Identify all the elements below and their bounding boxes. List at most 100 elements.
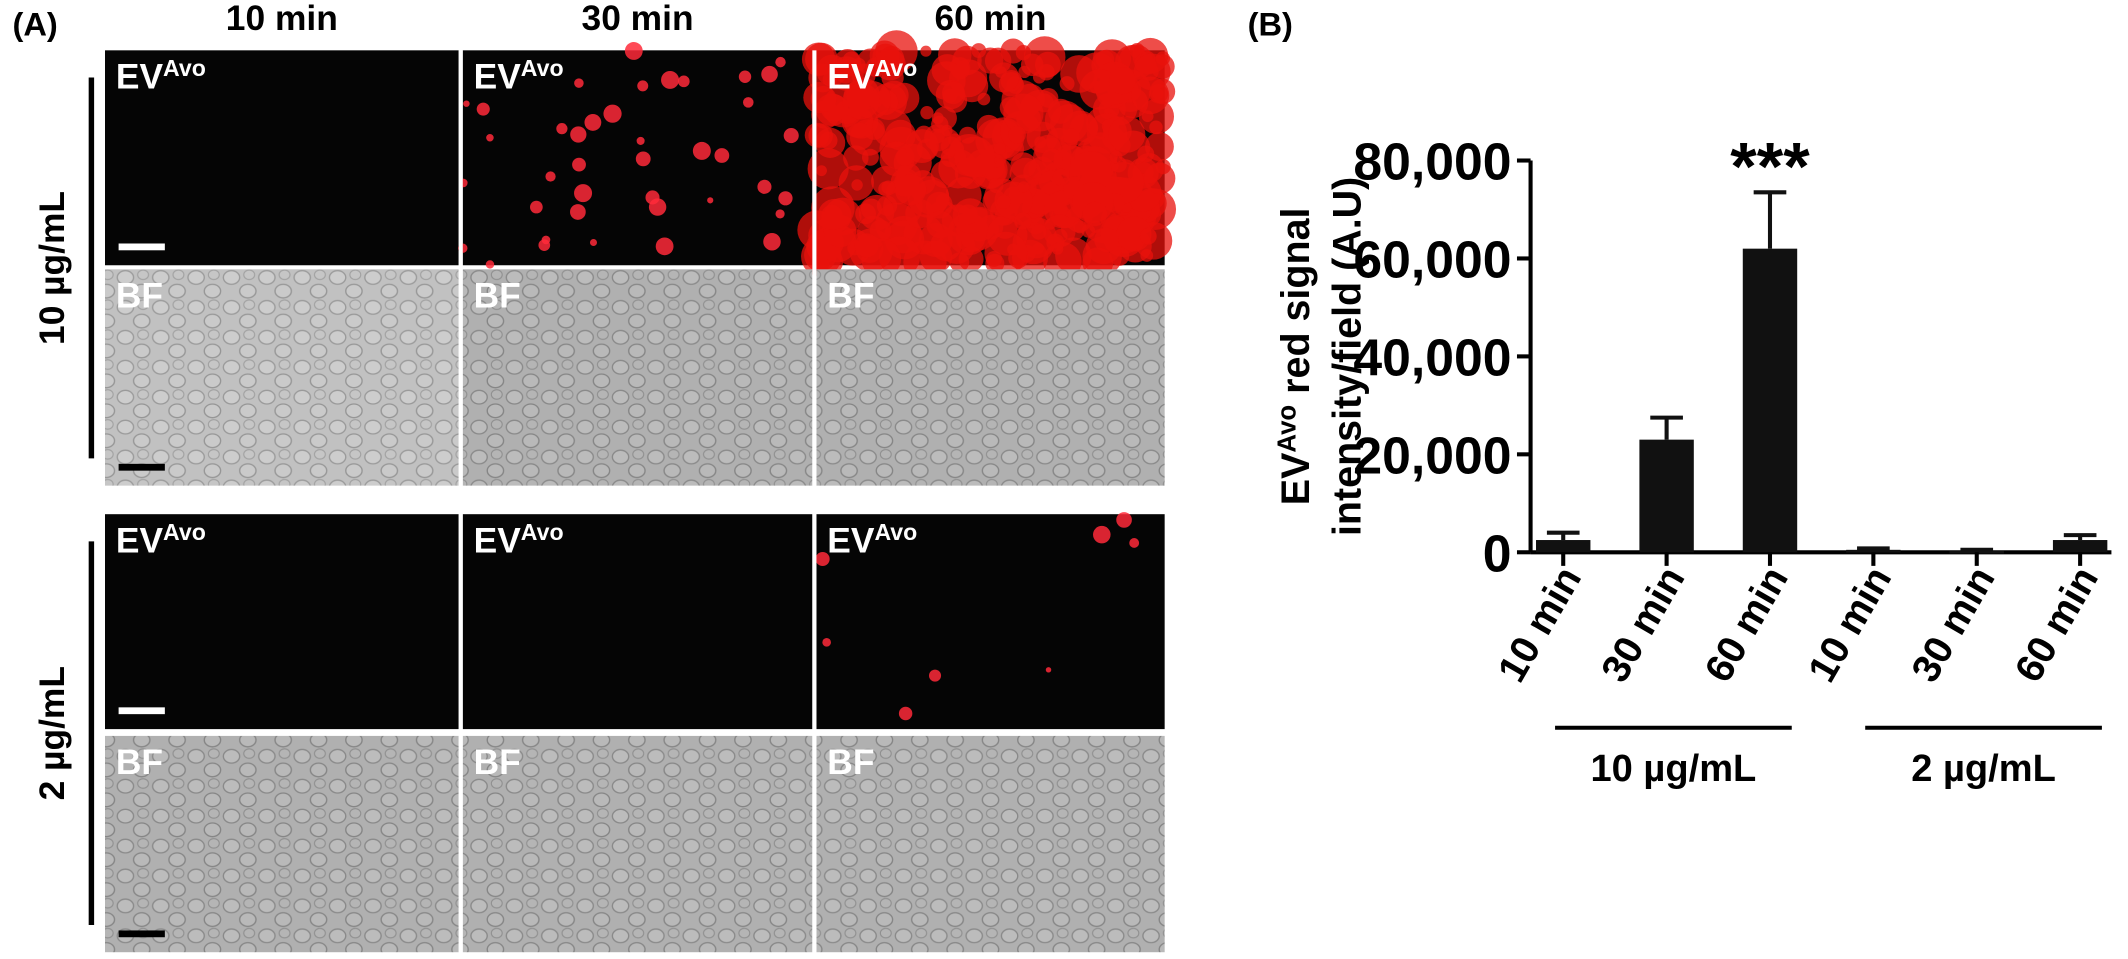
spot [545,171,556,182]
spot [1014,212,1032,230]
spot [928,669,942,682]
spot [804,122,830,148]
spot [976,114,1001,139]
spot [1093,525,1111,544]
spot [854,233,879,258]
spot [1109,150,1123,164]
panel-label: (B) [1248,5,1293,42]
image-tag: EVAvo [827,55,917,96]
y-tick-label: 20,000 [1353,426,1511,484]
image-bg [105,50,459,266]
fluorescence-image: EVAvo [797,30,1177,284]
brightfield-image: BF [816,269,1165,486]
spot [846,122,874,150]
spot [860,198,883,220]
spot [1003,93,1044,134]
image-tag: BF [116,276,163,315]
spot [843,145,869,171]
spot [1008,126,1026,144]
y-tick-label: 0 [1483,524,1512,582]
spot [807,148,849,190]
spot [1129,538,1140,548]
image-tag: BF [474,743,521,782]
tag-sup: Avo [874,55,917,81]
spot [904,129,939,164]
spot [1149,78,1176,105]
image-tag: BF [827,743,874,782]
image-tag: EVAvo [474,55,564,96]
x-tick-label: 60 min [2006,559,2107,689]
spot [1010,152,1037,179]
brightfield-image: BF [462,269,813,486]
image-bg [462,269,813,486]
spot [463,100,470,107]
bar [1536,540,1591,553]
spot [954,136,996,178]
spot [1069,151,1113,195]
spot [635,151,651,167]
spot [655,237,674,256]
spot [872,108,912,148]
image-bg [816,269,1165,486]
tag-sup: Avo [521,519,564,545]
spot [1030,224,1047,240]
spot [996,195,1011,209]
image-bg [462,514,813,730]
spot [977,47,1004,74]
image-bg [816,735,1165,953]
spot [1108,67,1136,95]
y-tick-label: 40,000 [1353,328,1511,386]
fluorescence-image: EVAvo [815,512,1165,730]
spot [898,706,913,721]
image-tag: EVAvo [116,519,206,560]
spot [738,70,752,83]
x-tick-label: 60 min [1696,559,1797,689]
y-tick-label: 80,000 [1353,133,1511,191]
image-bg [462,735,813,953]
image-tag: BF [827,276,874,315]
spot [1082,201,1108,227]
spot [485,260,495,269]
y-label-rest: red signal [1274,208,1318,405]
image-shade [462,269,813,486]
brightfield-image: BF [462,735,813,953]
spot [1015,45,1032,61]
tag-main: EV [827,521,875,560]
image-tag: BF [474,276,521,315]
spot [677,75,690,88]
spot [931,112,944,125]
row-label: 10 µg/mL [33,191,72,345]
spot [811,186,855,230]
spot [570,126,587,143]
y-label-sup: Avo [1273,405,1301,453]
spot [476,102,490,116]
spot [842,51,860,69]
image-bg [816,514,1165,730]
spot [1043,214,1076,248]
spot [541,235,551,245]
tag-sup: Avo [163,519,206,545]
spot [869,219,892,242]
scale-bar [118,243,165,251]
spot [1063,128,1080,145]
spot [930,160,959,189]
spot [920,45,932,57]
spot [743,97,754,108]
spot [1116,512,1132,528]
image-tag: EVAvo [827,519,917,560]
spot [574,78,584,88]
image-bg [105,269,459,486]
group-label: 10 µg/mL [1590,748,1756,790]
spot [707,197,714,204]
spot [775,56,786,68]
spot [1102,161,1145,204]
tag-sup: Avo [874,519,917,545]
spot [636,136,645,145]
brightfield-image: BF [105,269,459,486]
image-shade [105,735,459,953]
fluorescence-image: EVAvo [462,514,813,730]
bar [1742,248,1798,553]
spot [556,123,568,135]
row-label: 2 µg/mL [33,666,72,800]
